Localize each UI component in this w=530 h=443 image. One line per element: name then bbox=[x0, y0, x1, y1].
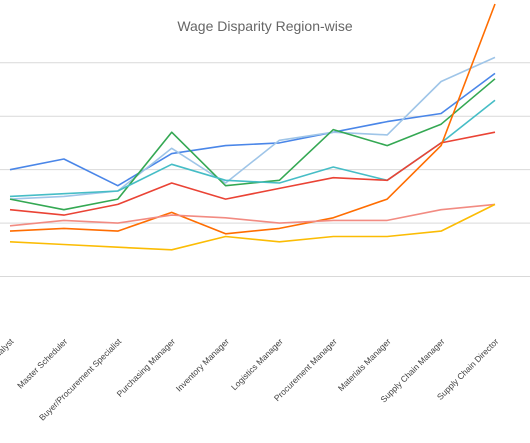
series-layer bbox=[9, 3, 496, 251]
series-line-6 bbox=[9, 203, 496, 227]
series-line-0 bbox=[9, 72, 496, 187]
series-line-7 bbox=[9, 203, 496, 251]
chart-title: Wage Disparity Region-wise bbox=[177, 18, 353, 34]
series-line-3 bbox=[9, 99, 496, 198]
x-tick-label-4: Inventory Manager bbox=[174, 336, 231, 393]
grid-layer bbox=[0, 62, 530, 278]
x-tick-label-0: Supply Chain Analyst bbox=[0, 336, 16, 400]
series-line-4 bbox=[9, 131, 496, 216]
series-line-5 bbox=[9, 3, 496, 235]
x-tick-label-1: Master Scheduler bbox=[15, 336, 69, 390]
x-tick-label-7: Materials Manager bbox=[336, 336, 393, 393]
x-tick-label-9: Supply Chain Director bbox=[435, 336, 501, 402]
x-tick-label-3: Purchasing Manager bbox=[115, 336, 178, 399]
x-tick-label-5: Logistics Manager bbox=[229, 336, 285, 392]
series-line-1 bbox=[9, 56, 496, 200]
series-line-2 bbox=[9, 78, 496, 211]
